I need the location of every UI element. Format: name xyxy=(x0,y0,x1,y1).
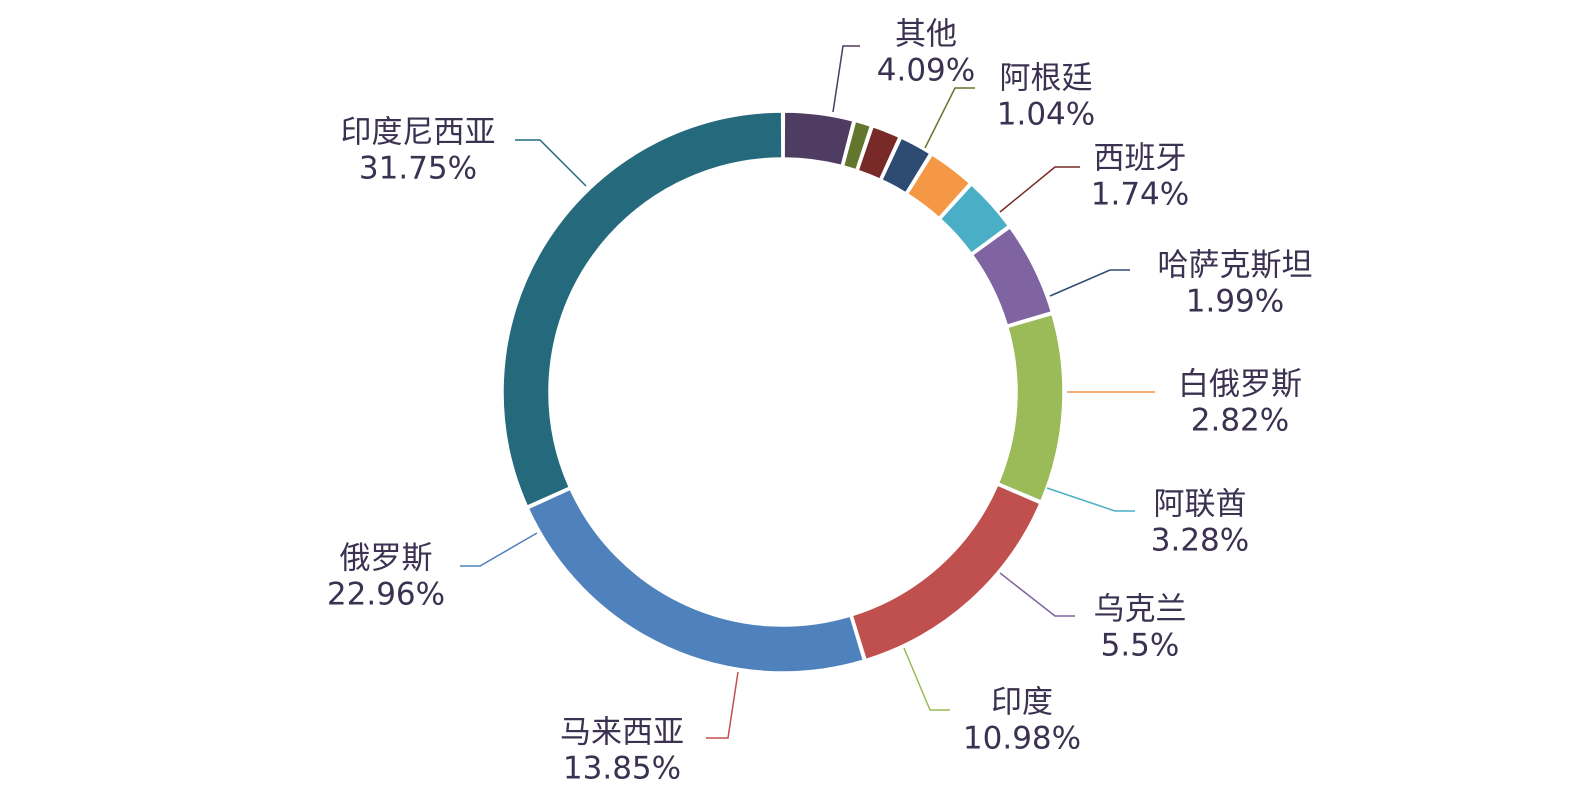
slice-name-label: 俄罗斯 xyxy=(340,541,433,577)
donut-slice xyxy=(997,313,1064,502)
slice-percent-label: 4.09% xyxy=(877,53,975,89)
leader-line xyxy=(832,45,860,113)
leader-line xyxy=(515,139,587,187)
slice-percent-label: 1.04% xyxy=(997,97,1095,133)
slice-name-label: 其他 xyxy=(895,17,957,53)
donut-slice xyxy=(851,484,1041,661)
leader-line xyxy=(460,532,538,567)
leader-line xyxy=(999,166,1080,213)
leader-line xyxy=(1049,269,1130,297)
slice-name-label: 印度 xyxy=(991,685,1053,721)
leader-line xyxy=(903,647,950,711)
slice-name-label: 西班牙 xyxy=(1094,141,1187,177)
slice-name-label: 印度尼西亚 xyxy=(341,115,496,151)
donut-slice xyxy=(880,137,931,194)
slice-name-label: 乌克兰 xyxy=(1094,592,1187,628)
leader-lines xyxy=(460,45,1155,739)
slice-percent-label: 13.85% xyxy=(563,751,681,787)
slice-percent-label: 22.96% xyxy=(327,577,445,613)
slice-name-label: 阿联酋 xyxy=(1154,487,1247,523)
donut-slice xyxy=(783,111,854,167)
slice-name-label: 阿根廷 xyxy=(1000,61,1093,97)
donut-slice xyxy=(842,120,872,171)
slice-name-label: 白俄罗斯 xyxy=(1178,367,1302,403)
donut-slice xyxy=(971,226,1053,327)
leader-line xyxy=(706,671,739,739)
slice-percent-label: 1.74% xyxy=(1091,177,1189,213)
leader-line xyxy=(924,87,975,149)
donut-slice xyxy=(906,153,971,219)
slice-percent-label: 10.98% xyxy=(963,721,1081,757)
slice-percent-label: 2.82% xyxy=(1191,403,1289,439)
slice-name-label: 哈萨克斯坦 xyxy=(1158,248,1313,284)
donut-segments xyxy=(502,111,1064,673)
slice-percent-label: 3.28% xyxy=(1151,523,1249,559)
donut-slice xyxy=(502,111,783,507)
donut-slice xyxy=(939,183,1010,255)
leader-line xyxy=(999,572,1075,617)
slice-percent-label: 1.99% xyxy=(1186,284,1284,320)
leader-line xyxy=(1046,487,1135,512)
donut-slice xyxy=(527,488,865,673)
donut-slice xyxy=(857,125,900,180)
slice-percent-label: 31.75% xyxy=(359,151,477,187)
slice-percent-label: 5.5% xyxy=(1101,628,1180,664)
slice-name-label: 马来西亚 xyxy=(560,715,684,751)
